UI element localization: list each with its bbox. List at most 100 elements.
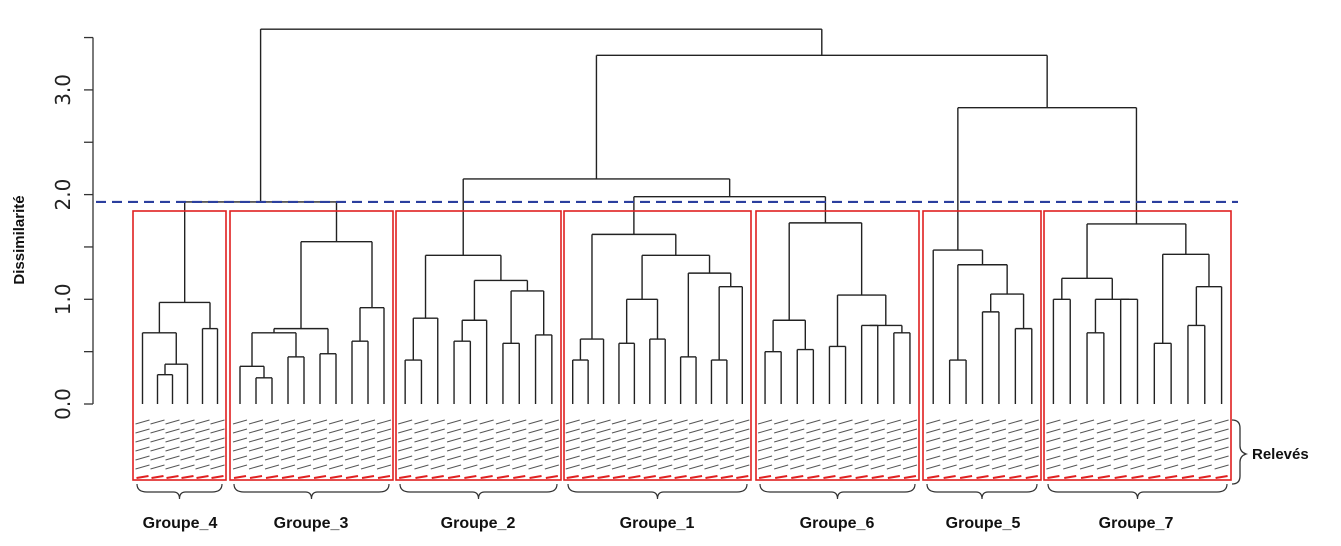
- leaf-label-mark: [1008, 464, 1023, 470]
- leaf-label-mark: [344, 455, 360, 461]
- leaf-label-mark: [1079, 464, 1095, 470]
- leaf-label-mark: [544, 446, 559, 452]
- leaf-label-mark: [430, 437, 445, 443]
- leaf-red-mark: [447, 475, 461, 479]
- leaf-label-mark: [1163, 428, 1179, 434]
- leaf-label-mark: [580, 419, 596, 425]
- leaf-label-mark: [210, 419, 225, 425]
- leaf-red-mark: [249, 475, 263, 479]
- leaf-red-mark: [643, 475, 656, 479]
- leaf-label-mark: [312, 464, 328, 470]
- leaf-label-mark: [398, 437, 413, 443]
- leaf-red-mark: [1114, 475, 1127, 479]
- leaf-label-mark: [135, 446, 150, 452]
- leaf-label-mark: [886, 428, 901, 434]
- leaf-label-mark: [611, 464, 627, 470]
- leaf-label-mark: [1046, 455, 1061, 461]
- leaf-label-mark: [248, 455, 264, 461]
- leaf-label-mark: [1096, 455, 1112, 461]
- leaf-label-mark: [414, 437, 429, 443]
- leaf-label-mark: [360, 446, 376, 452]
- leaf-label-mark: [264, 428, 280, 434]
- leaf-label-mark: [1113, 419, 1128, 425]
- leaf-label-mark: [463, 419, 478, 425]
- leaf-label-mark: [1214, 428, 1229, 434]
- leaf-label-mark: [596, 437, 611, 443]
- leaf-label-mark: [1024, 464, 1039, 470]
- leaf-label-mark: [135, 428, 150, 434]
- leaf-label-mark: [344, 428, 360, 434]
- leaf-label-mark: [165, 464, 180, 470]
- group-label: Groupe_5: [946, 515, 1021, 532]
- leaf-label-mark: [248, 437, 264, 443]
- leaf-label-mark: [430, 428, 445, 434]
- leaf-label-mark: [790, 419, 805, 425]
- leaf-label-mark: [165, 446, 180, 452]
- leaf-label-mark: [280, 446, 296, 452]
- leaf-label-mark: [180, 464, 195, 470]
- leaf-label-mark: [704, 419, 719, 425]
- leaf-label-mark: [774, 428, 789, 434]
- leaf-label-mark: [165, 455, 180, 461]
- leaf-label-mark: [360, 455, 376, 461]
- leaf-label-mark: [870, 419, 885, 425]
- leaf-label-mark: [854, 455, 869, 461]
- leaf-label-mark: [1024, 419, 1039, 425]
- leaf-label-mark: [150, 446, 165, 452]
- leaf-label-mark: [430, 446, 445, 452]
- leaf-label-mark: [528, 446, 543, 452]
- leaf-red-mark: [903, 475, 917, 479]
- leaf-label-mark: [430, 455, 445, 461]
- leaf-label-mark: [627, 446, 642, 452]
- y-tick-label: 2.0: [51, 179, 75, 211]
- leaf-label-mark: [757, 446, 773, 452]
- leaf-label-mark: [376, 428, 392, 434]
- leaf-label-mark: [463, 446, 478, 452]
- leaf-label-mark: [886, 464, 901, 470]
- leaf-label-mark: [757, 464, 773, 470]
- leaf-label-mark: [1197, 428, 1212, 434]
- leaf-label-mark: [719, 464, 735, 470]
- leaf-label-mark: [870, 455, 885, 461]
- leaf-label-mark: [479, 446, 494, 452]
- leaf-label-mark: [627, 464, 642, 470]
- leaf-label-mark: [822, 446, 837, 452]
- leaf-label-mark: [774, 455, 789, 461]
- leaf-label-mark: [414, 464, 429, 470]
- leaf-label-mark: [1079, 455, 1095, 461]
- leaf-label-mark: [1063, 437, 1078, 443]
- leaf-red-mark: [281, 475, 295, 479]
- leaf-red-mark: [166, 475, 179, 479]
- leaf-label-mark: [495, 428, 511, 434]
- leaf-label-mark: [495, 464, 511, 470]
- leaf-label-mark: [642, 464, 657, 470]
- leaf-red-mark: [1097, 475, 1111, 479]
- leaf-label-mark: [1096, 419, 1112, 425]
- leaf-label-mark: [735, 464, 750, 470]
- leaf-label-mark: [838, 455, 853, 461]
- leaf-red-mark: [545, 475, 559, 479]
- releves-label: Relevés: [1252, 446, 1309, 463]
- leaf-label-mark: [806, 428, 821, 434]
- leaf-red-mark: [1064, 475, 1077, 479]
- leaf-label-mark: [596, 446, 611, 452]
- leaf-label-mark: [446, 464, 462, 470]
- leaf-label-mark: [446, 437, 462, 443]
- leaf-label-mark: [1008, 428, 1023, 434]
- leaf-label-mark: [479, 419, 494, 425]
- leaf-red-mark: [480, 475, 493, 479]
- group-brace: [136, 483, 223, 500]
- leaf-label-mark: [232, 437, 248, 443]
- leaf-label-mark: [135, 455, 150, 461]
- leaf-label-mark: [658, 446, 673, 452]
- leaf-red-mark: [1198, 475, 1211, 479]
- group-brace: [759, 483, 916, 500]
- leaf-label-mark: [704, 437, 719, 443]
- leaf-label-mark: [902, 419, 918, 425]
- leaf-label-mark: [414, 446, 429, 452]
- leaf-red-mark: [398, 475, 412, 479]
- leaf-label-mark: [838, 428, 853, 434]
- leaf-label-mark: [596, 428, 611, 434]
- leaf-label-mark: [838, 446, 853, 452]
- leaf-label-mark: [822, 428, 837, 434]
